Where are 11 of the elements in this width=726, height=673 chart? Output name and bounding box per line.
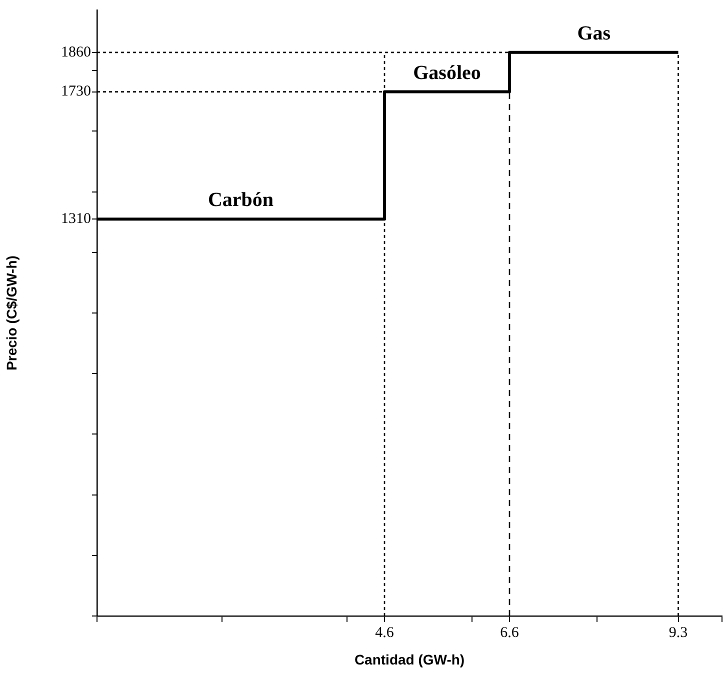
- y-axis-title: Precio (C$/GW-h): [3, 256, 20, 370]
- annotation: Gasóleo: [413, 62, 481, 84]
- x-tick-label: 9.3: [668, 624, 688, 641]
- annotation: Carbón: [208, 189, 274, 212]
- y-tick-label: 1860: [61, 44, 91, 60]
- annotation: Gas: [577, 22, 611, 45]
- y-tick-label: 1730: [61, 84, 91, 100]
- x-tick-label: 4.6: [375, 624, 394, 641]
- x-tick-label: 6.6: [500, 624, 520, 641]
- y-tick-label: 1310: [61, 211, 91, 228]
- x-axis-title: Cantidad (GW-h): [354, 651, 465, 668]
